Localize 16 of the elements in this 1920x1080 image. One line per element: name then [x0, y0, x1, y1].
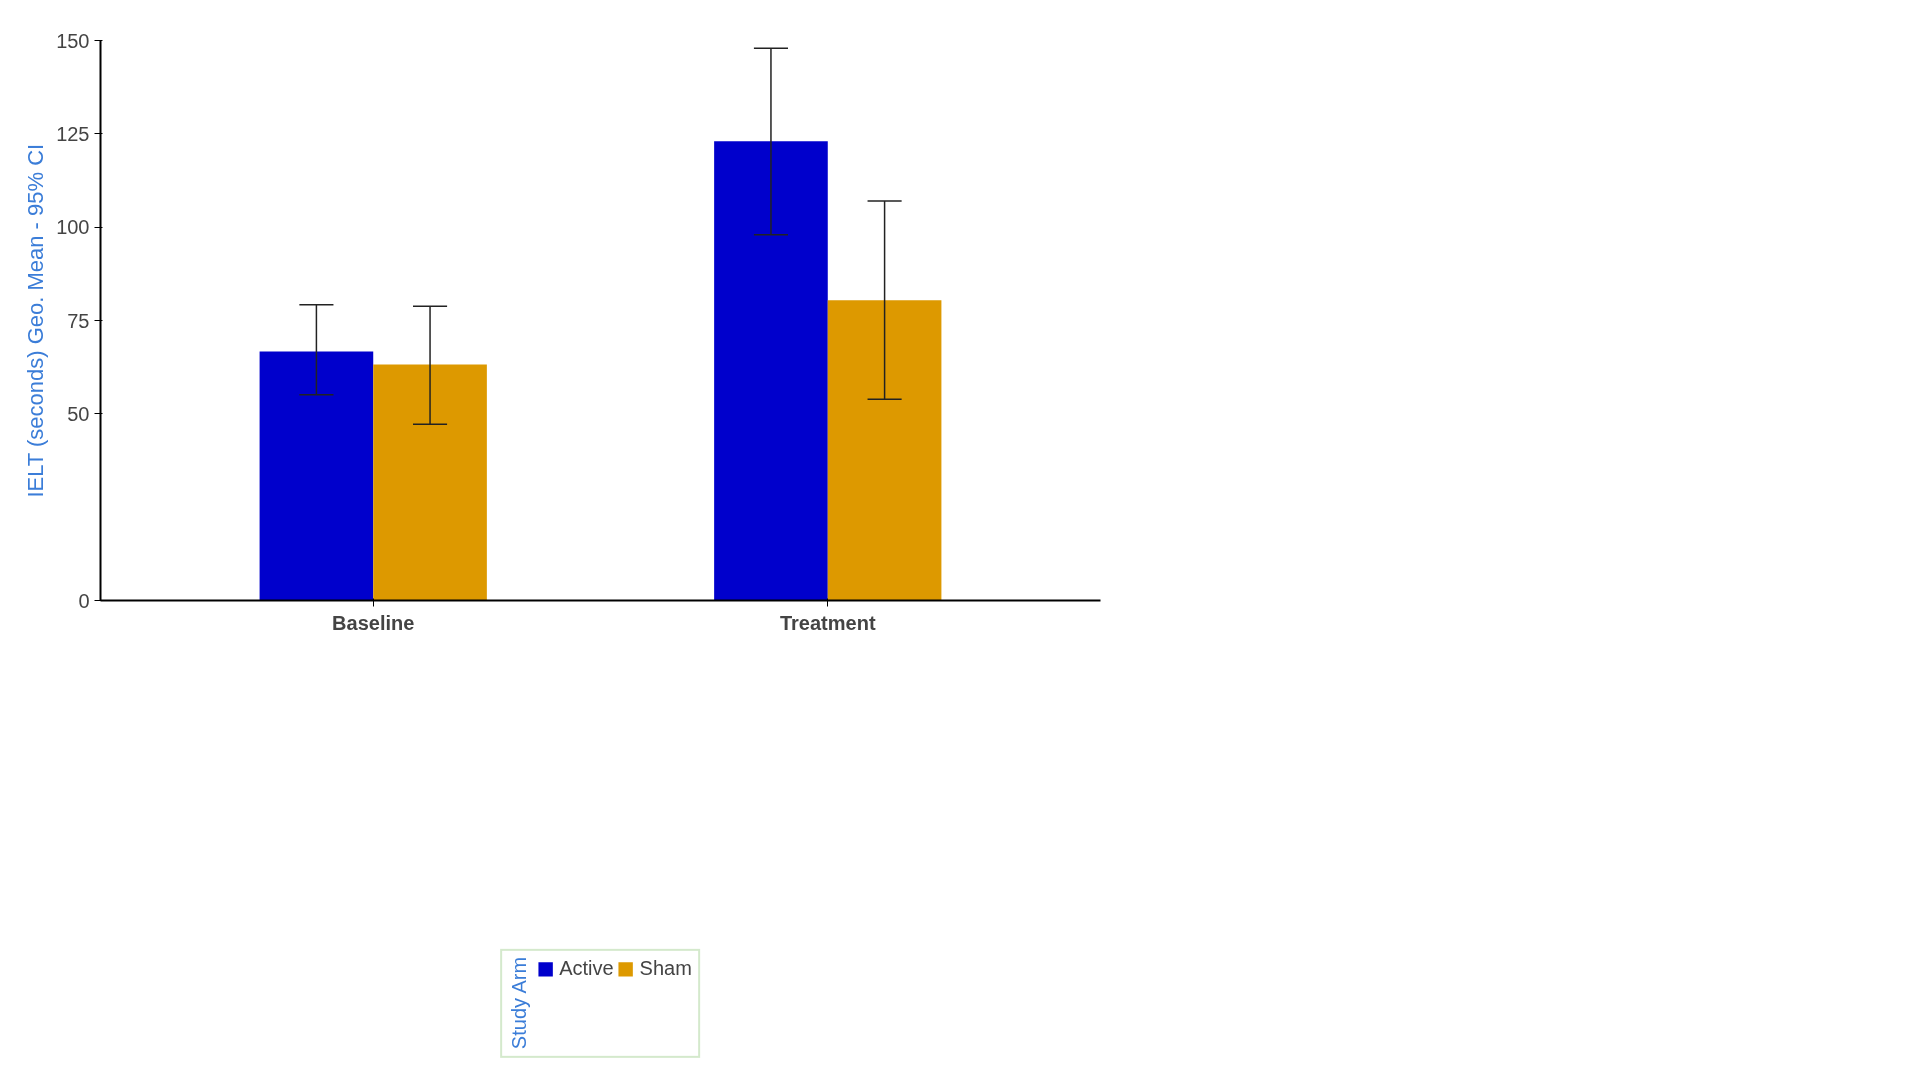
y-tick-label: 75 — [67, 309, 90, 332]
x-tick-label: Treatment — [779, 611, 876, 634]
bar — [827, 300, 942, 601]
y-tick-label: 100 — [56, 216, 90, 239]
legend-label: Active — [559, 957, 614, 981]
bar — [373, 364, 487, 601]
y-tick-label: 50 — [67, 402, 90, 425]
y-axis-title: IELT (seconds) Geo. Mean - 95% CI — [23, 143, 49, 498]
y-tick-label: 125 — [56, 122, 90, 145]
bar — [259, 351, 374, 601]
bar — [714, 141, 828, 601]
legend-title: Study Arm — [508, 957, 532, 1050]
x-tick-label: Baseline — [332, 611, 415, 634]
y-tick-label: 0 — [78, 589, 90, 612]
y-tick-label: 150 — [56, 29, 90, 52]
legend-label: Sham — [639, 957, 692, 981]
